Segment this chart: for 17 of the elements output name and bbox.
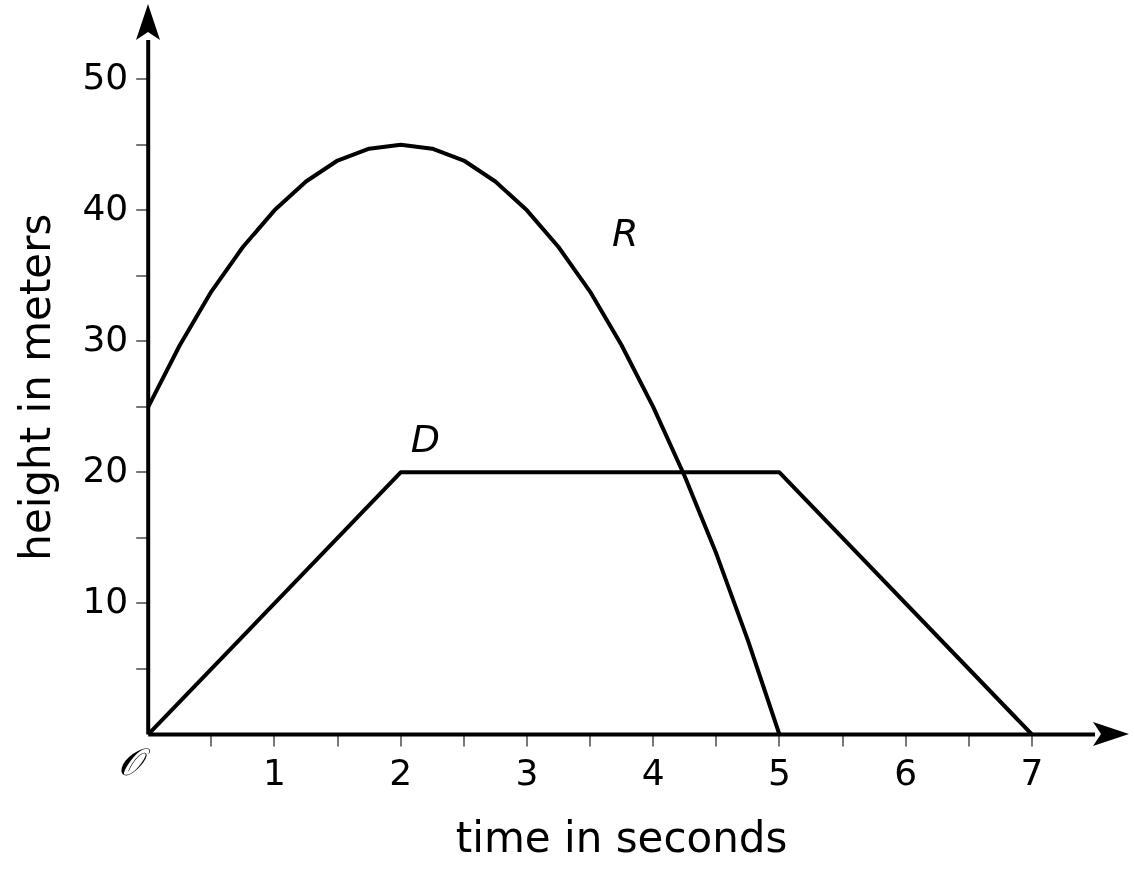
series-label: R: [612, 211, 639, 256]
x-axis-title: time in seconds: [455, 812, 788, 862]
x-tick-label: 2: [389, 752, 413, 794]
x-tick-label: 3: [515, 752, 539, 794]
annotation: 𝒪: [118, 740, 152, 785]
y-tick-label: 30: [82, 317, 129, 359]
y-tick-label: 20: [82, 448, 129, 490]
x-tick-label: 7: [1020, 752, 1044, 794]
y-tick-label: 50: [82, 55, 129, 97]
x-tick-label: 4: [641, 752, 665, 794]
x-tick-label: 1: [262, 752, 286, 794]
y-tick-label: 10: [82, 579, 129, 621]
y-axis-title: height in meters: [11, 213, 61, 561]
x-tick-label: 6: [894, 752, 918, 794]
x-tick-label: 5: [767, 752, 791, 794]
series-label: D: [410, 417, 440, 462]
y-tick-label: 40: [82, 186, 129, 228]
